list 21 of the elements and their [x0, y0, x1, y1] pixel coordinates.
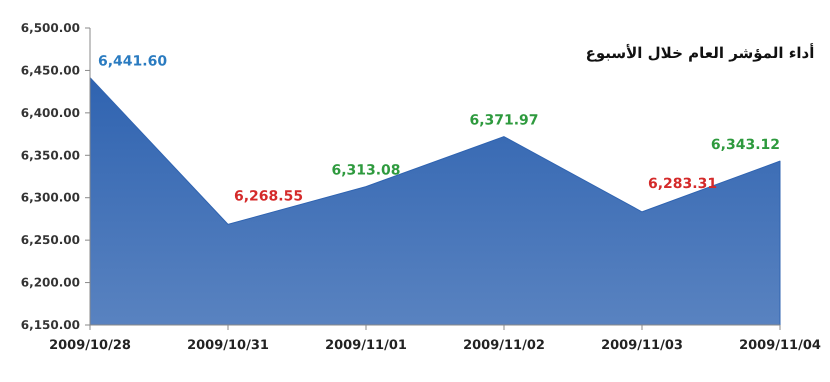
- x-tick-label: 2009/11/04: [739, 338, 821, 353]
- x-tick-label: 2009/11/02: [463, 338, 545, 353]
- y-tick-label: 6,400.00: [20, 106, 80, 120]
- x-tick-label: 2009/11/01: [325, 338, 407, 353]
- y-tick-label: 6,300.00: [20, 190, 80, 205]
- y-tick-label: 6,200.00: [20, 276, 80, 290]
- x-tick-label: 2009/11/03: [601, 338, 683, 353]
- y-tick-label: 6,450.00: [20, 63, 80, 78]
- data-label: 6,283.31: [648, 176, 718, 192]
- x-tick-label: 2009/10/28: [49, 338, 131, 353]
- y-tick-label: 6,500.00: [20, 21, 80, 35]
- data-label: 6,371.97: [469, 112, 539, 129]
- text: أداء المؤشر العام خلال الأسبوع: [586, 43, 814, 62]
- x-tick-label: 2009/10/31: [187, 338, 269, 353]
- data-label: 6,343.12: [710, 137, 780, 154]
- y-tick-label: 6,250.00: [20, 233, 80, 248]
- data-label: 6,268.55: [234, 188, 304, 204]
- y-tick-label: 6,350.00: [20, 148, 80, 162]
- data-label: 6,441.60: [98, 54, 168, 70]
- data-label: 6,313.08: [331, 162, 401, 179]
- y-tick-label: 6,150.00: [20, 318, 80, 332]
